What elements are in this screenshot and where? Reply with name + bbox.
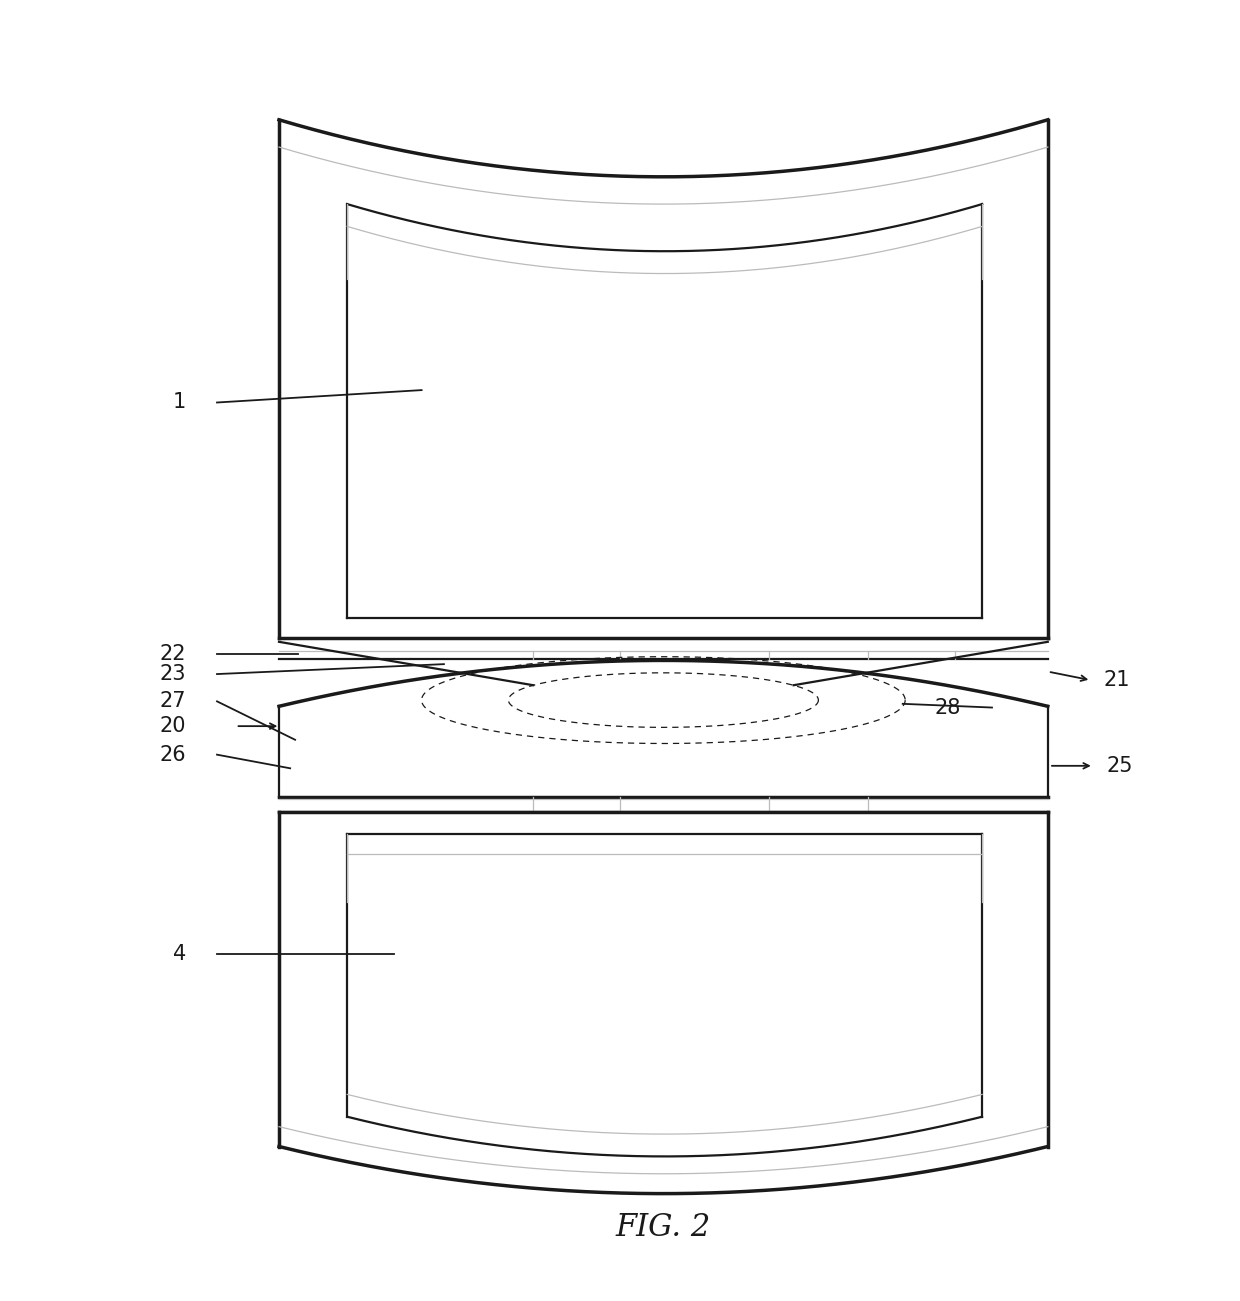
- Text: 21: 21: [1104, 670, 1130, 691]
- Text: 28: 28: [935, 697, 961, 718]
- Text: 23: 23: [160, 664, 186, 684]
- Text: 1: 1: [172, 393, 186, 412]
- Text: 26: 26: [160, 744, 186, 765]
- Text: 22: 22: [160, 644, 186, 665]
- Text: 25: 25: [1106, 756, 1132, 775]
- Text: 27: 27: [160, 691, 186, 712]
- Text: 20: 20: [160, 716, 186, 736]
- Text: FIG. 2: FIG. 2: [616, 1211, 711, 1242]
- Text: 4: 4: [172, 945, 186, 964]
